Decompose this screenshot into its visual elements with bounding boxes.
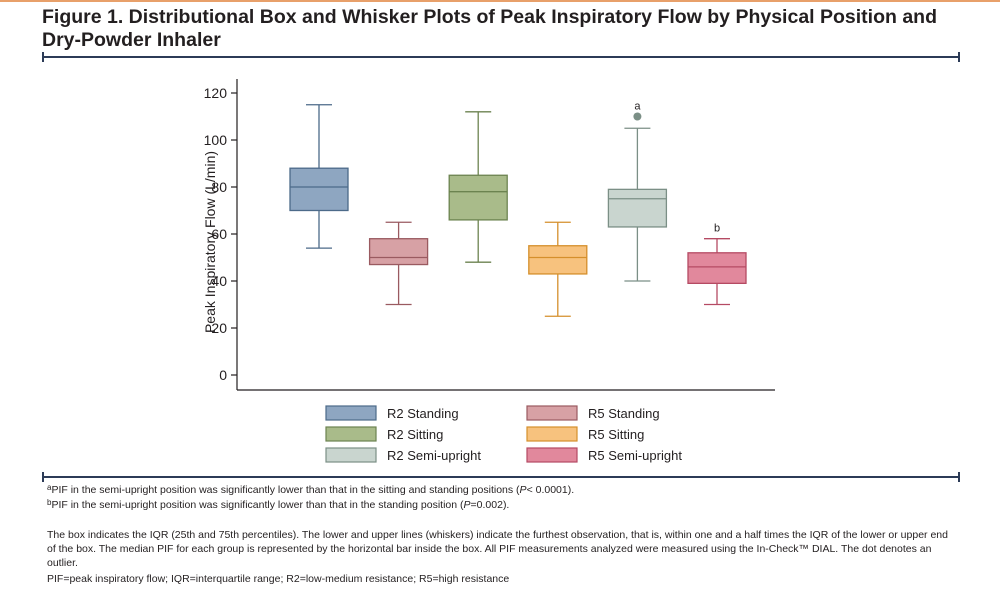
box-r2-semi-upright: a (607, 101, 668, 282)
title-divider (42, 52, 960, 62)
footnote-b: bPIF in the semi-upright position was si… (47, 496, 947, 512)
legend-item: R5 Sitting (526, 426, 644, 442)
legend-swatch (325, 426, 377, 442)
y-tick-label: 120 (204, 85, 228, 101)
significance-annotation: a (634, 101, 641, 113)
footnote-divider (42, 472, 960, 482)
iqr-box (607, 188, 668, 228)
legend-label: R5 Standing (588, 406, 660, 421)
iqr-box (448, 174, 508, 221)
y-tick-label: 100 (204, 132, 228, 148)
iqr-box (289, 167, 349, 212)
footnote-b-text: PIF in the semi-upright position was sig… (51, 499, 464, 511)
iqr-box (687, 252, 747, 285)
legend-item: R2 Semi-upright (325, 447, 481, 463)
significance-annotation: b (714, 223, 720, 235)
figure-title: Figure 1. Distributional Box and Whisker… (42, 6, 938, 51)
abbreviations: PIF=peak inspiratory flow; IQR=interquar… (47, 573, 510, 585)
legend-item: R2 Standing (325, 405, 459, 421)
y-tick-label: 80 (211, 179, 227, 195)
box-r5-standing (368, 221, 429, 306)
legend-item: R5 Semi-upright (526, 447, 682, 463)
footnote-a-mark: a (47, 483, 52, 492)
footnote-a-text: PIF in the semi-upright position was sig… (51, 484, 520, 496)
box-plot-series: ab (289, 101, 747, 317)
chart-axes: 0 20 40 60 80 100 120 Peak Inspiratory Flow (L/… (202, 79, 775, 391)
footnote-b-mark: b (47, 498, 52, 507)
footnote-b-value: =0.002). (470, 499, 510, 511)
box-plot-chart: 0 20 40 60 80 100 120 Peak Inspiratory Flow (L/… (202, 79, 775, 463)
box-r5-sitting (528, 221, 588, 317)
legend-swatch (325, 405, 377, 421)
y-tick-label: 40 (211, 273, 227, 289)
box-r2-sitting (448, 111, 508, 263)
legend-swatch (526, 405, 578, 421)
legend-label: R2 Standing (387, 406, 459, 421)
y-tick-label: 20 (211, 320, 227, 336)
iqr-box (528, 245, 588, 275)
chart-legend: R2 Standing R5 Standing R2 Sitting R5 Sitti… (325, 405, 682, 463)
box-r5-semi-upright: b (687, 223, 747, 306)
legend-item: R5 Standing (526, 405, 660, 421)
box-r2-standing (289, 104, 349, 249)
top-accent-rule (0, 0, 1000, 2)
footnote-a: aPIF in the semi-upright position was si… (47, 481, 947, 497)
outlier-point (633, 112, 642, 121)
legend-label: R5 Semi-upright (588, 448, 682, 463)
y-tick-label: 0 (219, 367, 227, 383)
legend-swatch (526, 426, 578, 442)
footnote-a-value: < 0.0001). (526, 484, 575, 496)
legend-label: R2 Sitting (387, 427, 443, 442)
legend-swatch (526, 447, 578, 463)
legend-label: R2 Semi-upright (387, 448, 481, 463)
footnote-a-stat: P (519, 484, 527, 496)
y-axis-title: Peak Inspiratory Flow (L/min) (202, 151, 218, 333)
footnote-b-stat: P (463, 499, 471, 511)
legend-swatch (325, 447, 377, 463)
legend-item: R2 Sitting (325, 426, 443, 442)
iqr-box (368, 238, 429, 266)
legend-label: R5 Sitting (588, 427, 644, 442)
y-tick-label: 60 (211, 226, 227, 242)
figure-note: The box indicates the IQR (25th and 75th… (47, 529, 948, 569)
